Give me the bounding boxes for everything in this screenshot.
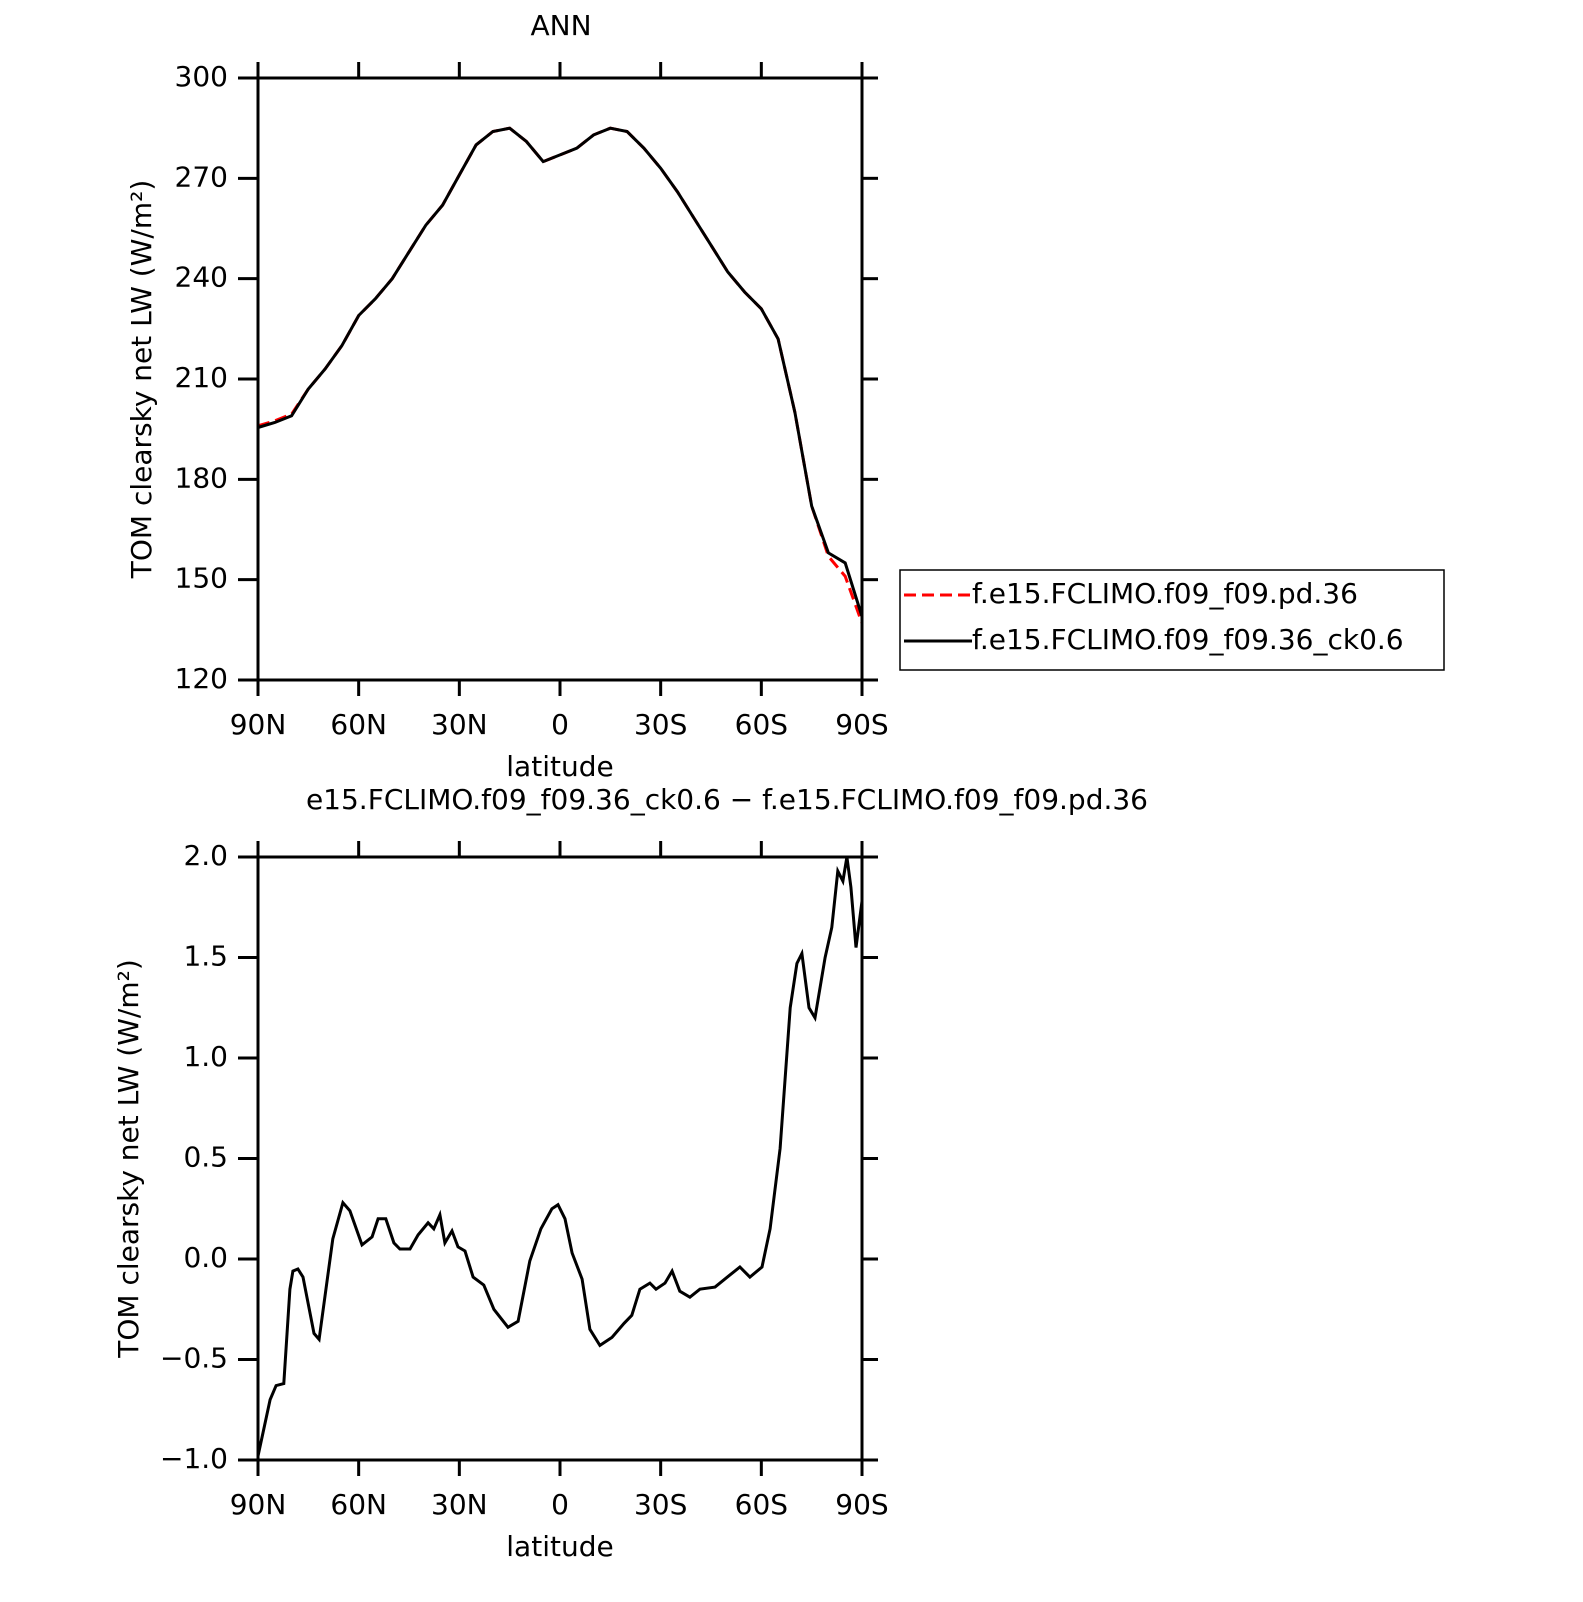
x-tick-label: 0 bbox=[551, 1488, 569, 1521]
series-line bbox=[258, 856, 862, 1457]
x-tick-label: 90N bbox=[230, 1488, 287, 1521]
x-tick-label: 60N bbox=[330, 1488, 387, 1521]
plot-frame bbox=[256, 855, 864, 1462]
legend-label: f.e15.FCLIMO.f09_f09.36_ck0.6 bbox=[972, 623, 1404, 656]
chart-title: ANN bbox=[530, 9, 591, 42]
x-tick-label: 0 bbox=[551, 708, 569, 741]
x-tick-label: 90S bbox=[835, 708, 888, 741]
x-tick-label: 60S bbox=[735, 708, 788, 741]
plot-frame bbox=[256, 76, 864, 682]
y-tick-label: 0.0 bbox=[183, 1241, 228, 1274]
y-tick-label: 2.0 bbox=[183, 839, 228, 872]
x-tick-label: 30N bbox=[431, 1488, 488, 1521]
x-axis-label: latitude bbox=[506, 1530, 613, 1563]
x-tick-label: 30S bbox=[634, 1488, 687, 1521]
x-tick-label: 60N bbox=[330, 708, 387, 741]
y-tick-label: −1.0 bbox=[160, 1442, 228, 1475]
y-tick-label: 270 bbox=[175, 160, 228, 193]
y-tick-label: −0.5 bbox=[160, 1342, 228, 1375]
y-tick-label: 1.5 bbox=[183, 940, 228, 973]
y-axis-label: TOM clearsky net LW (W/m²) bbox=[112, 959, 145, 1358]
y-tick-label: 300 bbox=[175, 60, 228, 93]
series-line bbox=[258, 126, 862, 624]
y-tick-label: 120 bbox=[175, 662, 228, 695]
chart-title: e15.FCLIMO.f09_f09.36_ck0.6 − f.e15.FCLI… bbox=[306, 783, 1148, 816]
y-tick-label: 1.0 bbox=[183, 1040, 228, 1073]
series-line bbox=[258, 126, 862, 617]
legend-label: f.e15.FCLIMO.f09_f09.pd.36 bbox=[972, 577, 1358, 610]
y-tick-label: 180 bbox=[175, 461, 228, 494]
y-tick-label: 150 bbox=[175, 562, 228, 595]
legend-box bbox=[899, 569, 1445, 671]
x-axis-label: latitude bbox=[506, 750, 613, 783]
y-tick-label: 210 bbox=[175, 361, 228, 394]
y-tick-label: 240 bbox=[175, 261, 228, 294]
x-tick-label: 90N bbox=[230, 708, 287, 741]
x-tick-label: 90S bbox=[835, 1488, 888, 1521]
y-tick-label: 0.5 bbox=[183, 1141, 228, 1174]
x-tick-label: 60S bbox=[735, 1488, 788, 1521]
x-tick-label: 30N bbox=[431, 708, 488, 741]
x-tick-label: 30S bbox=[634, 708, 687, 741]
y-axis-label: TOM clearsky net LW (W/m²) bbox=[125, 180, 158, 579]
